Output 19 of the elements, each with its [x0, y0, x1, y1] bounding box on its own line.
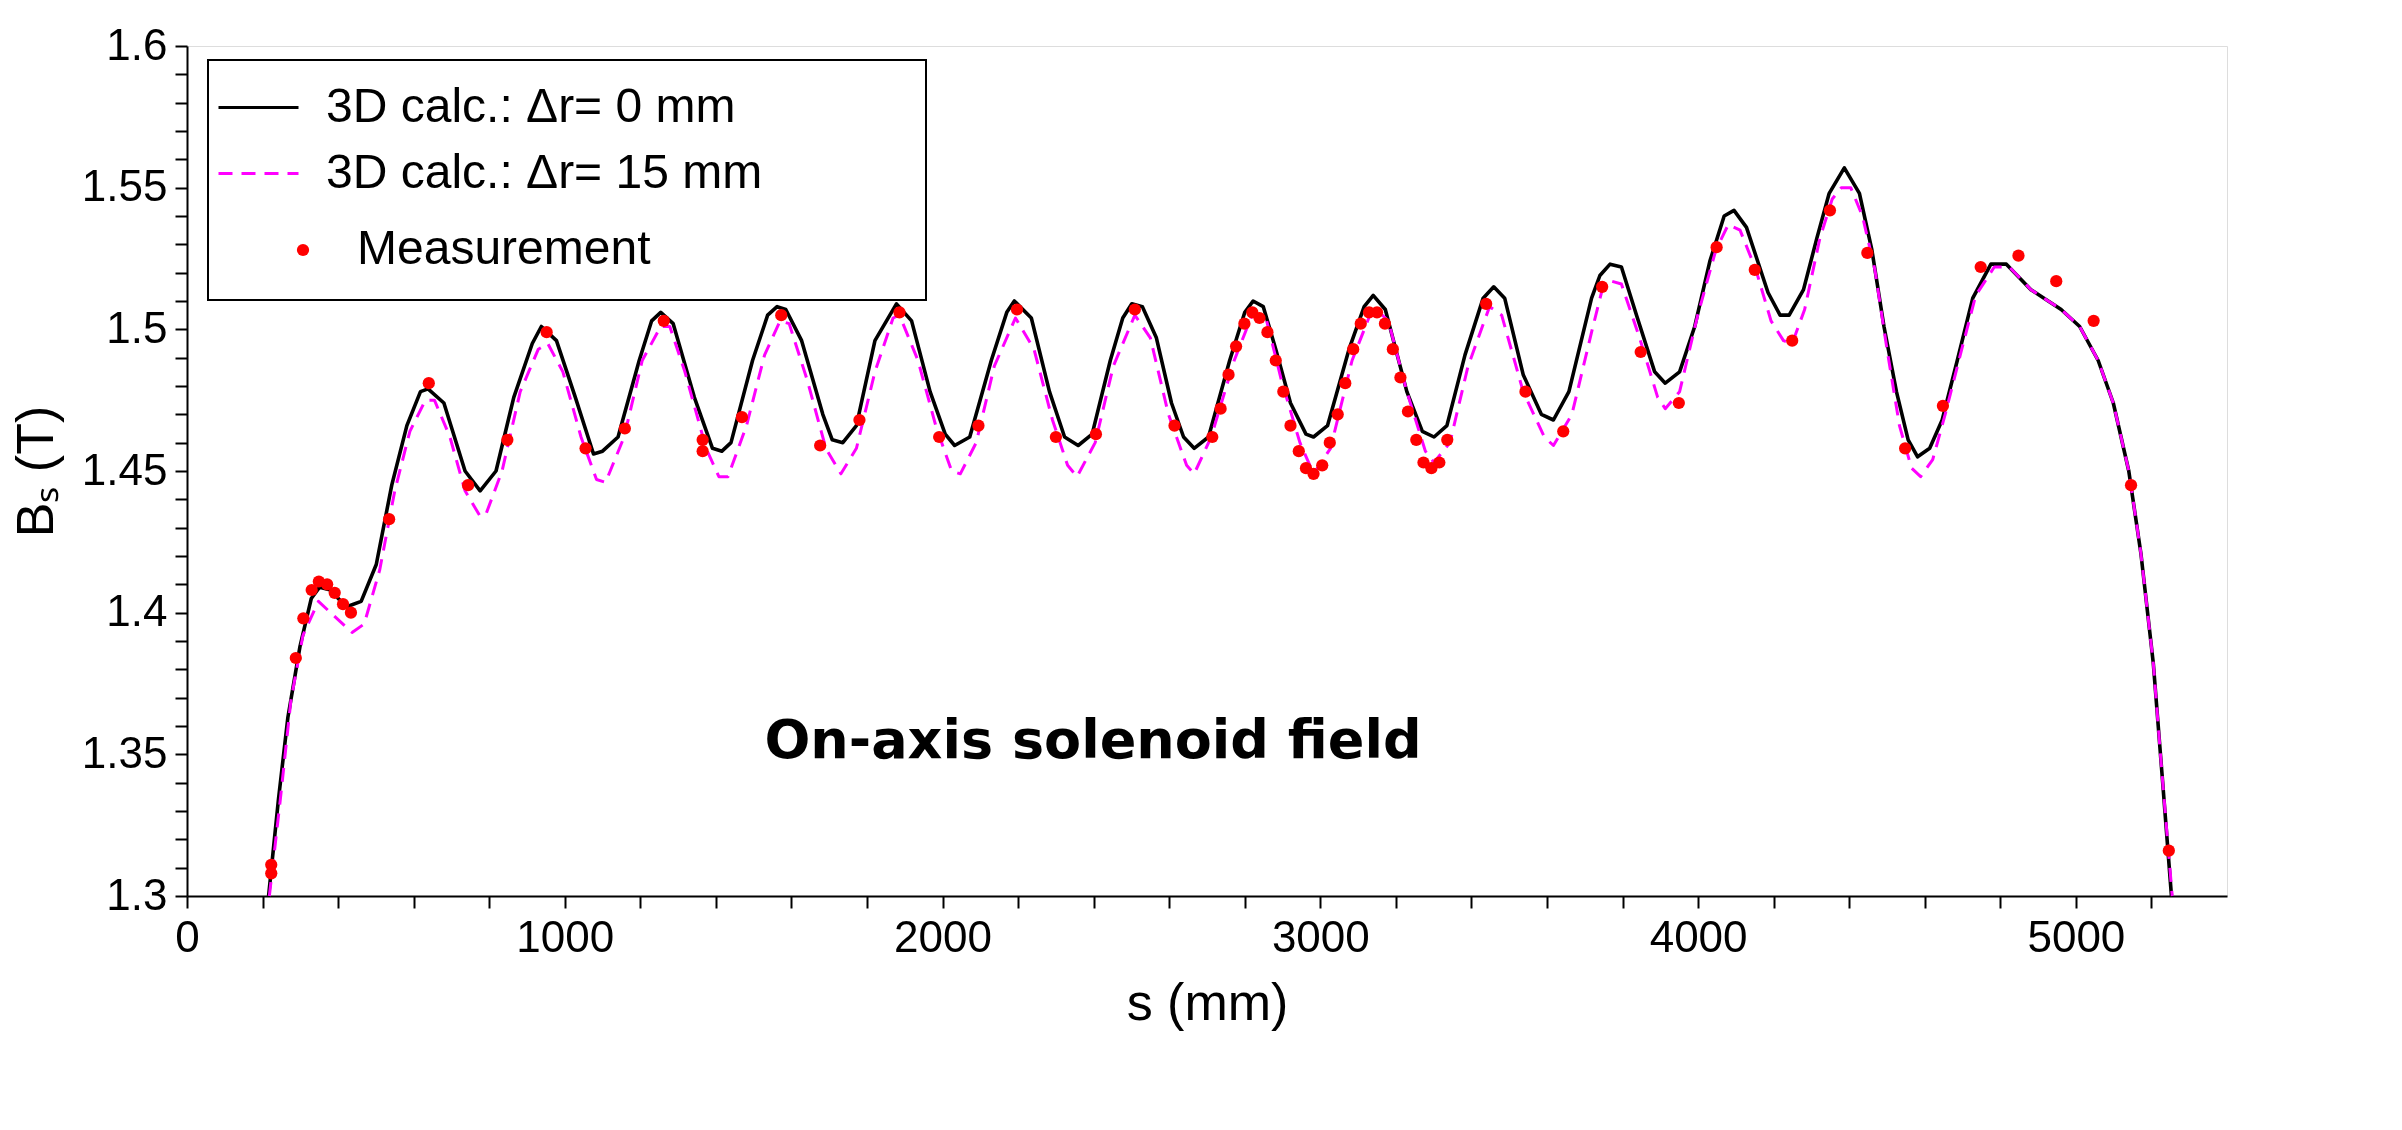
y-tick-label: 1.35 [81, 727, 168, 777]
annotation: On-axis solenoid field [764, 708, 1422, 771]
legend-label: 3D calc.: Δr= 15 mm [326, 144, 763, 198]
legend-label: 3D calc.: Δr= 0 mm [326, 78, 736, 132]
y-tick-label: 1.4 [106, 586, 168, 636]
x-tick-label: 0 [175, 911, 200, 961]
y-tick-label: 1.45 [81, 444, 168, 494]
x-tick-label: 3000 [1271, 911, 1370, 961]
x-axis-title: s (mm) [1126, 972, 1289, 1031]
x-tick-label: 2000 [894, 911, 992, 961]
x-tick-label: 5000 [2027, 911, 2126, 961]
y-axis-title: Bₛ (T) [5, 405, 64, 538]
y-tick-label: 1.6 [106, 19, 168, 69]
y-tick-label: 1.3 [106, 869, 168, 919]
y-tick-label: 1.5 [106, 302, 168, 352]
x-tick-label: 4000 [1649, 911, 1748, 961]
x-tick-label: 1000 [516, 911, 615, 961]
y-tick-label: 1.55 [81, 161, 168, 211]
legend-label: Measurement [357, 221, 651, 274]
